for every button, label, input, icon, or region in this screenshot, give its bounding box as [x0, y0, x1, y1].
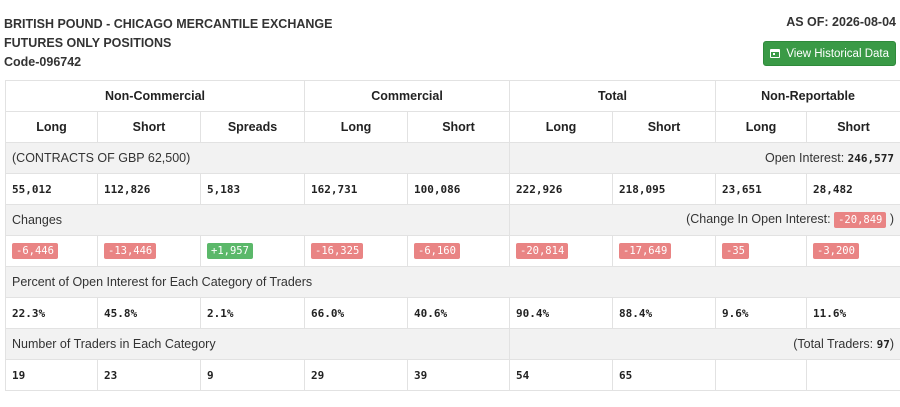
table-cell: 29: [304, 359, 409, 391]
table-cell: 88.4%: [612, 297, 717, 329]
page-header: BRITISH POUND - CHICAGO MERCANTILE EXCHA…: [0, 0, 900, 80]
table-cell: -3,200: [806, 235, 900, 267]
open-interest-value: 246,577: [847, 152, 895, 165]
col-header: Spreads: [199, 111, 306, 143]
table-cell: 55,012: [5, 173, 98, 205]
table-cell: 54: [509, 359, 614, 391]
group-commercial: Commercial: [304, 80, 511, 112]
group-total: Total: [509, 80, 717, 112]
table-cell: +1,957: [199, 235, 306, 267]
change-open-interest: (Change In Open Interest: -20,849 ): [509, 204, 900, 236]
change-badge: -35: [722, 243, 749, 259]
contracts-row: 55,012 112,826 5,183 162,731 100,086 222…: [5, 173, 900, 205]
view-historical-data-button[interactable]: View Historical Data: [763, 41, 896, 66]
table-cell: -17,649: [612, 235, 717, 267]
table-cell: -35: [715, 235, 808, 267]
table-cell: 66.0%: [304, 297, 409, 329]
col-header: Short: [407, 111, 511, 143]
table-cell: 5,183: [199, 173, 306, 205]
table-cell: 23: [97, 359, 201, 391]
title-line-3: Code-096742: [4, 55, 82, 69]
table-cell: 112,826: [97, 173, 201, 205]
col-header: Short: [97, 111, 201, 143]
title-line-2: FUTURES ONLY POSITIONS: [4, 36, 172, 50]
group-header-row: Non-Commercial Commercial Total Non-Repo…: [4, 80, 900, 112]
change-badge: -6,160: [414, 243, 460, 259]
percent-info-row: Percent of Open Interest for Each Catego…: [4, 266, 900, 298]
table-cell: 222,926: [509, 173, 614, 205]
changes-row: -6,446 -13,446 +1,957 -16,325 -6,160 -20…: [5, 235, 900, 267]
total-traders: (Total Traders: 97): [509, 328, 900, 360]
traders-info-row: Number of Traders in Each Category (Tota…: [4, 328, 900, 360]
table-cell: 11.6%: [806, 297, 900, 329]
table-cell: -16,325: [304, 235, 409, 267]
view-historical-data-label: View Historical Data: [786, 47, 889, 60]
column-header-row: Long Short Spreads Long Short Long Short…: [5, 111, 900, 143]
contracts-info-row: (CONTRACTS OF GBP 62,500) Open Interest:…: [4, 142, 900, 174]
col-header: Long: [5, 111, 98, 143]
title-line-1: BRITISH POUND - CHICAGO MERCANTILE EXCHA…: [4, 17, 333, 31]
table-cell: 90.4%: [509, 297, 614, 329]
table-cell: -13,446: [97, 235, 201, 267]
change-badge: -16,325: [311, 243, 364, 259]
positions-table: Non-Commercial Commercial Total Non-Repo…: [4, 80, 900, 391]
percent-row: 22.3% 45.8% 2.1% 66.0% 40.6% 90.4% 88.4%…: [5, 297, 900, 329]
col-header: Long: [304, 111, 409, 143]
table-cell: 100,086: [407, 173, 511, 205]
report-title: BRITISH POUND - CHICAGO MERCANTILE EXCHA…: [4, 15, 332, 72]
change-badge: -6,446: [12, 243, 58, 259]
col-header: Long: [715, 111, 808, 143]
change-oi-close: ): [886, 212, 895, 226]
traders-label: Number of Traders in Each Category: [4, 328, 511, 360]
change-badge: -17,649: [619, 243, 672, 259]
total-traders-value: 97: [876, 338, 890, 351]
change-badge: -3,200: [813, 243, 859, 259]
table-cell: 45.8%: [97, 297, 201, 329]
table-cell: 40.6%: [407, 297, 511, 329]
table-cell: 23,651: [715, 173, 808, 205]
col-header: Long: [509, 111, 614, 143]
group-non-reportable: Non-Reportable: [715, 80, 900, 112]
table-cell: 9.6%: [715, 297, 808, 329]
table-cell: 65: [612, 359, 717, 391]
table-cell: 19: [5, 359, 98, 391]
table-cell: 39: [407, 359, 511, 391]
table-cell: -6,160: [407, 235, 511, 267]
traders-row: 19 23 9 29 39 54 65: [5, 359, 900, 391]
table-cell: [806, 359, 900, 391]
as-of-date: AS OF: 2026-08-04: [786, 15, 896, 29]
calendar-icon: [770, 49, 781, 58]
table-cell: 9: [199, 359, 306, 391]
change-oi-label: (Change In Open Interest:: [686, 212, 835, 226]
table-cell: 218,095: [612, 173, 717, 205]
table-cell: 28,482: [806, 173, 900, 205]
table-cell: 22.3%: [5, 297, 98, 329]
contracts-label: (CONTRACTS OF GBP 62,500): [4, 142, 511, 174]
change-badge: -13,446: [104, 243, 157, 259]
open-interest: Open Interest: 246,577: [509, 142, 900, 174]
group-non-commercial: Non-Commercial: [4, 80, 306, 112]
open-interest-label: Open Interest:: [764, 151, 848, 165]
table-cell: 2.1%: [199, 297, 306, 329]
table-cell: -6,446: [5, 235, 98, 267]
change-oi-badge: -20,849: [834, 212, 887, 228]
percent-label: Percent of Open Interest for Each Catego…: [4, 266, 900, 298]
change-badge: -20,814: [516, 243, 569, 259]
total-traders-close: ): [889, 337, 895, 351]
col-header: Short: [612, 111, 717, 143]
changes-info-row: Changes (Change In Open Interest: -20,84…: [4, 204, 900, 236]
table-cell: 162,731: [304, 173, 409, 205]
table-cell: -20,814: [509, 235, 614, 267]
total-traders-label: (Total Traders:: [793, 337, 877, 351]
change-badge: +1,957: [207, 243, 253, 259]
col-header: Short: [806, 111, 900, 143]
changes-label: Changes: [4, 204, 511, 236]
table-cell: [715, 359, 808, 391]
